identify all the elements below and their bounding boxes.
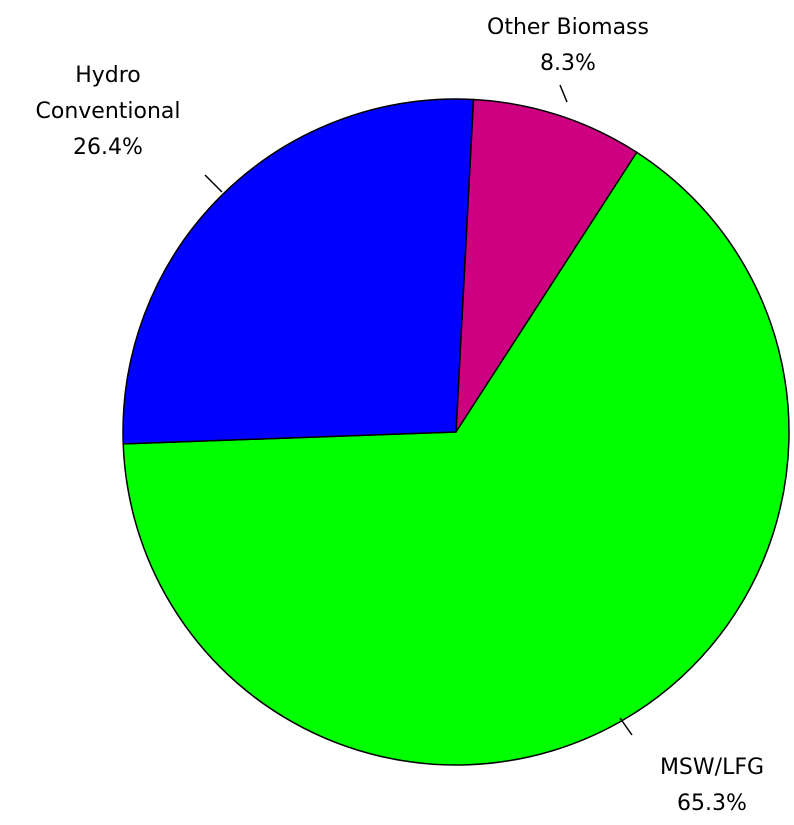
slice-label: Hydro Conventional 26.4% — [13, 58, 203, 166]
leader-line — [619, 717, 633, 736]
slice-percent: 26.4% — [73, 135, 143, 160]
pie-slice — [455, 98, 638, 435]
pie-slice — [122, 151, 790, 766]
slice-label: Other Biomass 8.3% — [438, 10, 698, 82]
pie-slice — [122, 98, 475, 445]
leader-line — [204, 174, 223, 193]
slice-name: Other Biomass — [487, 15, 649, 40]
slice-label: MSW/LFG 65.3% — [612, 750, 794, 822]
leader-line — [559, 84, 568, 103]
slice-name: MSW/LFG — [659, 755, 765, 780]
slice-percent: 8.3% — [540, 51, 596, 76]
slice-name: Hydro Conventional — [35, 63, 181, 124]
slice-percent: 65.3% — [677, 791, 747, 816]
